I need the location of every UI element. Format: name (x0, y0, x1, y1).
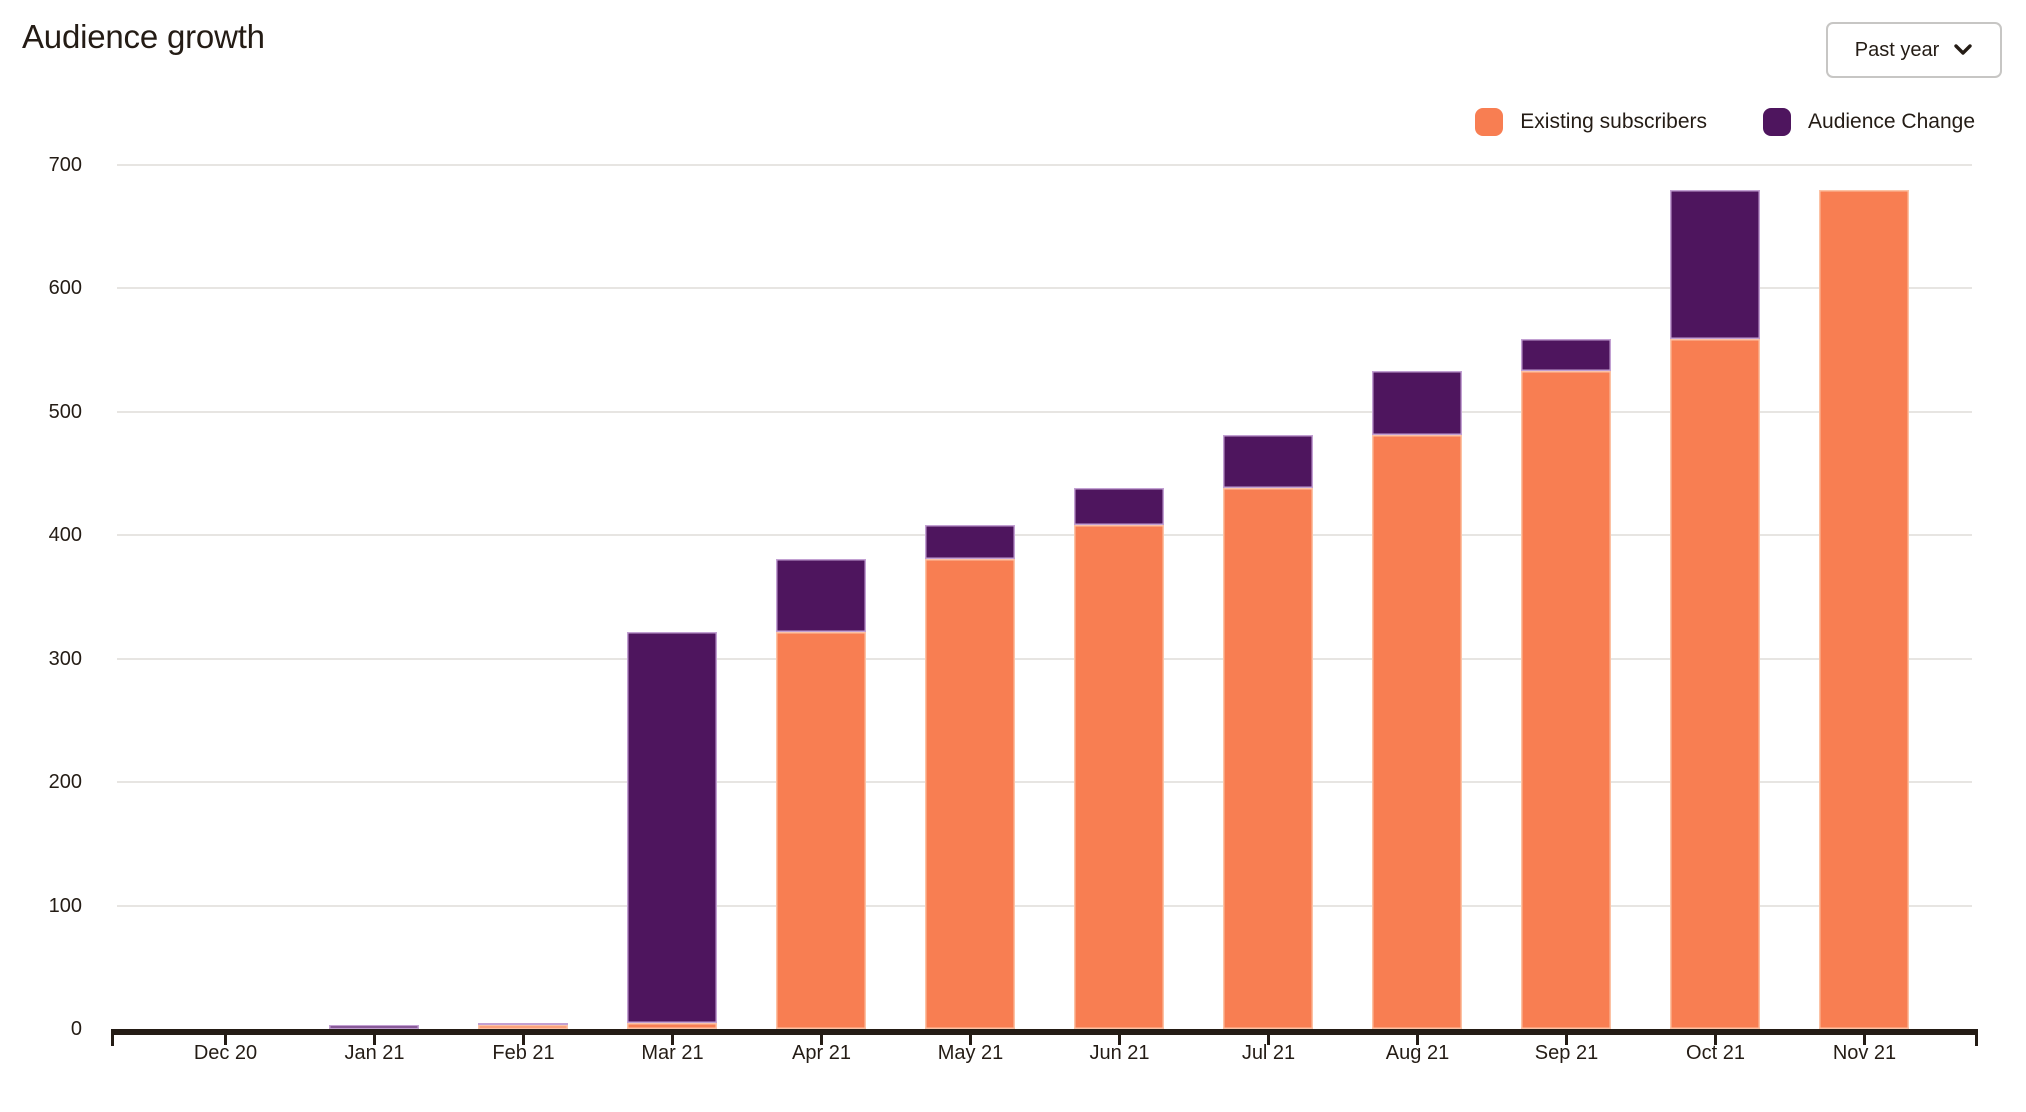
chart-legend: Existing subscribers Audience Change (1475, 108, 1975, 136)
x-axis-tick (820, 1035, 823, 1045)
bar-sep-21[interactable] (1521, 339, 1611, 1029)
x-axis-label-mar-21: Mar 21 (641, 1042, 704, 1064)
legend-label: Existing subscribers (1520, 110, 1708, 133)
gridline-y-100 (117, 904, 1972, 907)
bar-segment-audience-change[interactable] (1223, 435, 1313, 489)
bar-segment-existing-subscribers[interactable] (1670, 339, 1760, 1029)
x-axis-tick (1267, 1035, 1270, 1045)
x-axis-label-feb-21: Feb 21 (492, 1042, 555, 1064)
y-axis-tick-label: 100 (48, 894, 82, 917)
bar-segment-existing-subscribers[interactable] (1819, 189, 1909, 1029)
chevron-down-icon (1953, 43, 1973, 57)
axis-right-end-tick (1975, 1029, 1978, 1046)
legend-swatch-existing (1475, 108, 1504, 136)
y-axis-tick-label: 500 (48, 400, 82, 423)
bar-segment-existing-subscribers[interactable] (776, 631, 866, 1029)
x-axis-label-apr-21: Apr 21 (792, 1042, 851, 1064)
bar-feb-21[interactable] (478, 1022, 568, 1029)
x-axis-tick (1118, 1035, 1121, 1045)
x-axis-label-dec-20: Dec 20 (193, 1042, 258, 1064)
page-title: Audience growth (22, 18, 265, 55)
bar-segment-audience-change[interactable] (478, 1022, 568, 1026)
y-axis-tick-label: 700 (48, 154, 82, 176)
x-axis-tick (373, 1035, 376, 1045)
bar-jul-21[interactable] (1223, 435, 1313, 1029)
bar-aug-21[interactable] (1372, 371, 1462, 1029)
bar-nov-21[interactable] (1819, 189, 1909, 1029)
legend-swatch-change (1763, 108, 1792, 136)
bar-segment-audience-change[interactable] (329, 1025, 419, 1029)
date-range-value: Past year (1854, 38, 1940, 61)
bar-may-21[interactable] (925, 525, 1015, 1029)
axis-left-end-tick (111, 1029, 114, 1046)
gridline-y-600 (117, 287, 1972, 290)
bar-segment-audience-change[interactable] (1074, 488, 1164, 526)
bar-segment-existing-subscribers[interactable] (1521, 371, 1611, 1029)
x-axis-line (111, 1029, 1978, 1035)
y-axis-tick-label: 0 (70, 1018, 82, 1040)
bar-segment-audience-change[interactable] (1372, 371, 1462, 436)
bar-jun-21[interactable] (1074, 488, 1164, 1029)
bar-segment-audience-change[interactable] (627, 631, 717, 1023)
x-axis-label-oct-21: Oct 21 (1686, 1042, 1745, 1064)
x-axis-tick (969, 1035, 972, 1045)
x-axis-tick (1863, 1035, 1866, 1045)
x-axis-label-nov-21: Nov 21 (1832, 1042, 1897, 1064)
y-axis-tick-label: 200 (48, 771, 82, 794)
legend-item-existing-subscribers[interactable]: Existing subscribers (1475, 108, 1707, 136)
x-axis-label-jan-21: Jan 21 (344, 1042, 405, 1064)
bar-mar-21[interactable] (627, 631, 717, 1029)
y-axis-tick-label: 400 (48, 524, 82, 547)
legend-item-audience-change[interactable]: Audience Change (1763, 108, 1975, 136)
x-axis-label-sep-21: Sep 21 (1534, 1042, 1599, 1064)
bar-segment-existing-subscribers[interactable] (925, 558, 1015, 1029)
legend-label: Audience Change (1808, 110, 1975, 133)
x-axis-tick (522, 1035, 525, 1045)
gridline-y-400 (117, 534, 1972, 537)
x-axis-tick (224, 1035, 227, 1045)
bar-segment-audience-change[interactable] (776, 558, 866, 632)
bar-segment-existing-subscribers[interactable] (1074, 525, 1164, 1029)
plot-area: 0 100 200 300 400 500 600 700 (49, 154, 1972, 1040)
x-axis-tick (1416, 1035, 1419, 1045)
gridline-y-200 (117, 781, 1972, 784)
bar-jan-21[interactable] (329, 1025, 419, 1029)
x-axis-tick (1565, 1035, 1568, 1045)
y-axis-tick-label: 600 (48, 277, 82, 300)
bar-oct-21[interactable] (1670, 189, 1760, 1029)
bar-segment-existing-subscribers[interactable] (478, 1025, 568, 1029)
x-axis-tick (1714, 1035, 1717, 1045)
gridline-y-500 (117, 410, 1972, 413)
x-axis-label-jul-21: Jul 21 (1241, 1042, 1296, 1064)
bar-segment-existing-subscribers[interactable] (1372, 435, 1462, 1029)
date-range-dropdown[interactable]: Past year (1826, 22, 2002, 78)
bar-segment-audience-change[interactable] (1521, 339, 1611, 372)
bar-apr-21[interactable] (776, 558, 866, 1029)
x-axis-label-aug-21: Aug 21 (1385, 1042, 1450, 1064)
y-axis-tick-label: 300 (48, 647, 82, 670)
bar-segment-audience-change[interactable] (925, 525, 1015, 559)
gridline-y-300 (117, 657, 1972, 660)
bar-segment-existing-subscribers[interactable] (1223, 488, 1313, 1029)
x-axis-label-may-21: May 21 (937, 1042, 1004, 1064)
x-axis-label-jun-21: Jun 21 (1089, 1042, 1150, 1064)
gridline-y-700 (117, 164, 1972, 166)
bar-segment-existing-subscribers[interactable] (627, 1022, 717, 1029)
bar-segment-audience-change[interactable] (1670, 189, 1760, 340)
x-axis-tick (671, 1035, 674, 1045)
